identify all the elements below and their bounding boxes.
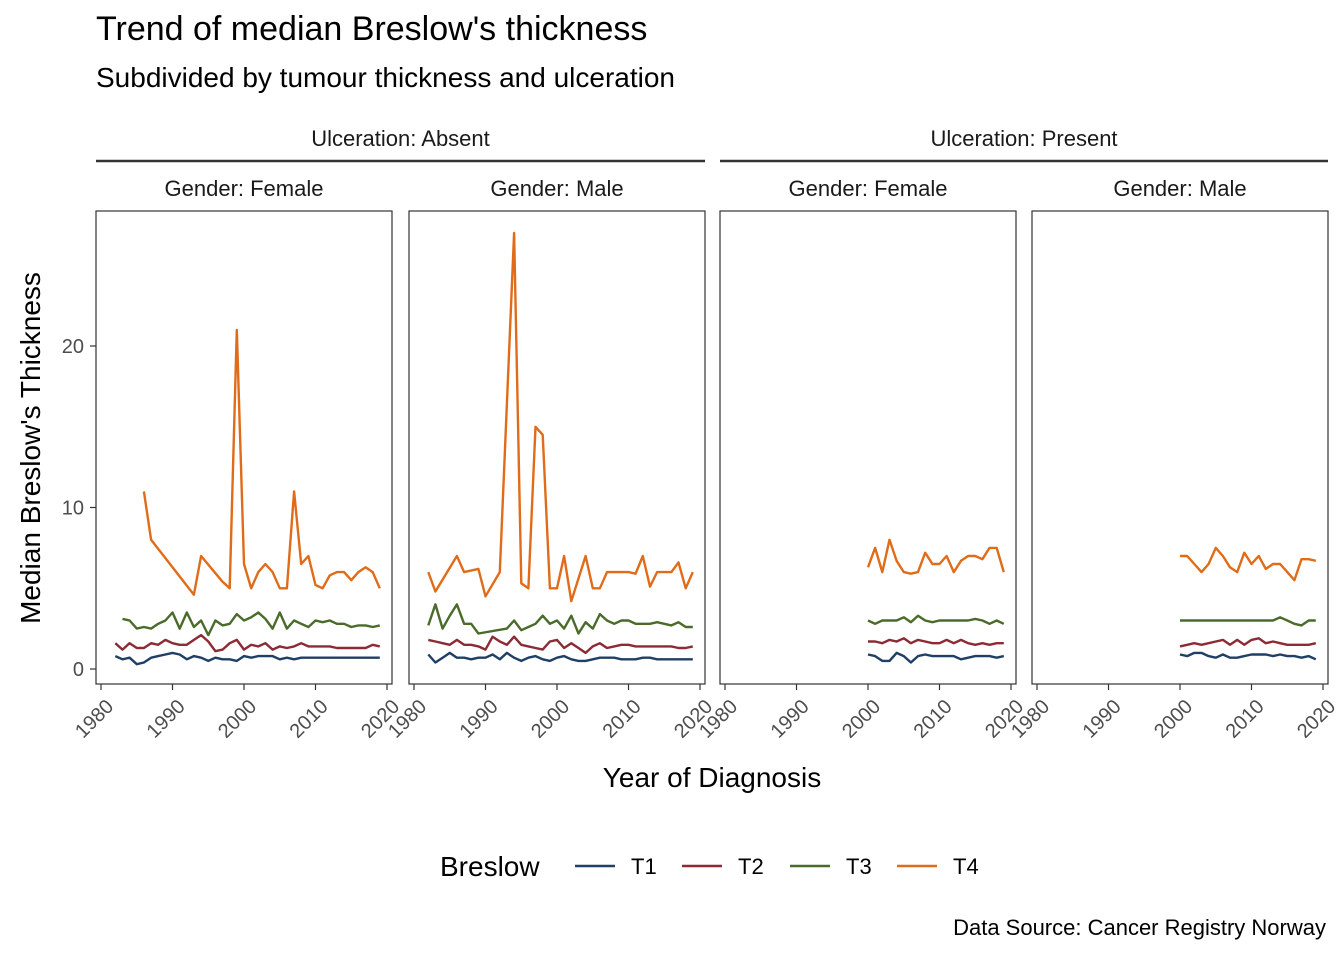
x-tick-label: 1980 — [71, 696, 118, 743]
series-line-t3-panel-1 — [427, 603, 693, 635]
panel-border-3 — [1031, 210, 1329, 685]
facet-strip-label-0: Gender: Female — [165, 176, 324, 201]
series-line-t3-panel-2 — [867, 614, 1005, 625]
panel-border-1 — [408, 210, 706, 685]
x-tick-label: 1990 — [456, 696, 503, 743]
legend-label-t3: T3 — [846, 854, 872, 879]
x-tick-label: 2000 — [214, 696, 261, 743]
legend-label-t4: T4 — [953, 854, 979, 879]
x-tick-label: 2010 — [1222, 696, 1269, 743]
series-line-t1-panel-1 — [427, 651, 693, 664]
chart-title: Trend of median Breslow's thickness — [96, 10, 648, 48]
series-line-t1-panel-2 — [867, 651, 1005, 664]
series-line-t1-panel-3 — [1179, 651, 1317, 661]
chart-caption: Data Source: Cancer Registry Norway — [953, 915, 1326, 940]
group-strip-label-1: Ulceration: Present — [930, 126, 1117, 151]
facet-strip-label-2: Gender: Female — [789, 176, 948, 201]
panel-border-2 — [719, 210, 1017, 685]
x-tick-label: 2000 — [838, 696, 885, 743]
legend-label-t1: T1 — [631, 854, 657, 879]
series-line-t4-panel-2 — [866, 538, 1005, 575]
chart-subtitle: Subdivided by tumour thickness and ulcer… — [96, 62, 676, 93]
legend: Breslow T1 T2 T3 T4 — [440, 851, 979, 882]
facet-strip-label-1: Gender: Male — [490, 176, 623, 201]
series-line-t4-panel-0 — [142, 328, 381, 596]
x-tick-label: 2020 — [1293, 696, 1340, 743]
series-line-t4-panel-1 — [427, 231, 694, 603]
series-line-t1-panel-0 — [114, 651, 380, 666]
y-tick-label: 10 — [62, 498, 84, 520]
series-line-t2-panel-1 — [428, 635, 694, 655]
panel-border-0 — [95, 210, 393, 685]
series-line-t3-panel-0 — [122, 611, 381, 637]
x-tick-label: 2000 — [1150, 696, 1197, 743]
y-tick-label: 20 — [62, 336, 84, 358]
x-tick-label: 2010 — [599, 696, 646, 743]
x-tick-label: 2000 — [527, 696, 574, 743]
y-tick-label: 0 — [73, 659, 84, 681]
x-tick-label: 1990 — [1079, 696, 1126, 743]
legend-label-t2: T2 — [738, 854, 764, 879]
series-line-t2-panel-3 — [1179, 637, 1317, 648]
x-tick-label: 1990 — [767, 696, 814, 743]
x-tick-label: 2010 — [910, 696, 957, 743]
legend-title: Breslow — [440, 851, 540, 882]
x-tick-label: 2010 — [286, 696, 333, 743]
series-line-t3-panel-3 — [1180, 616, 1316, 627]
x-tick-label: 1990 — [143, 696, 190, 743]
facet-strip-label-3: Gender: Male — [1113, 176, 1246, 201]
y-axis-title: Median Breslow's Thickness — [15, 272, 46, 624]
series-line-t2-panel-0 — [114, 633, 381, 653]
x-axis-title: Year of Diagnosis — [603, 762, 821, 793]
series-line-t2-panel-2 — [868, 637, 1004, 646]
group-strip-label-0: Ulceration: Absent — [311, 126, 490, 151]
series-line-t4-panel-3 — [1180, 546, 1317, 582]
facet-strips: Ulceration: Absent Ulceration: Present — [96, 126, 1328, 163]
